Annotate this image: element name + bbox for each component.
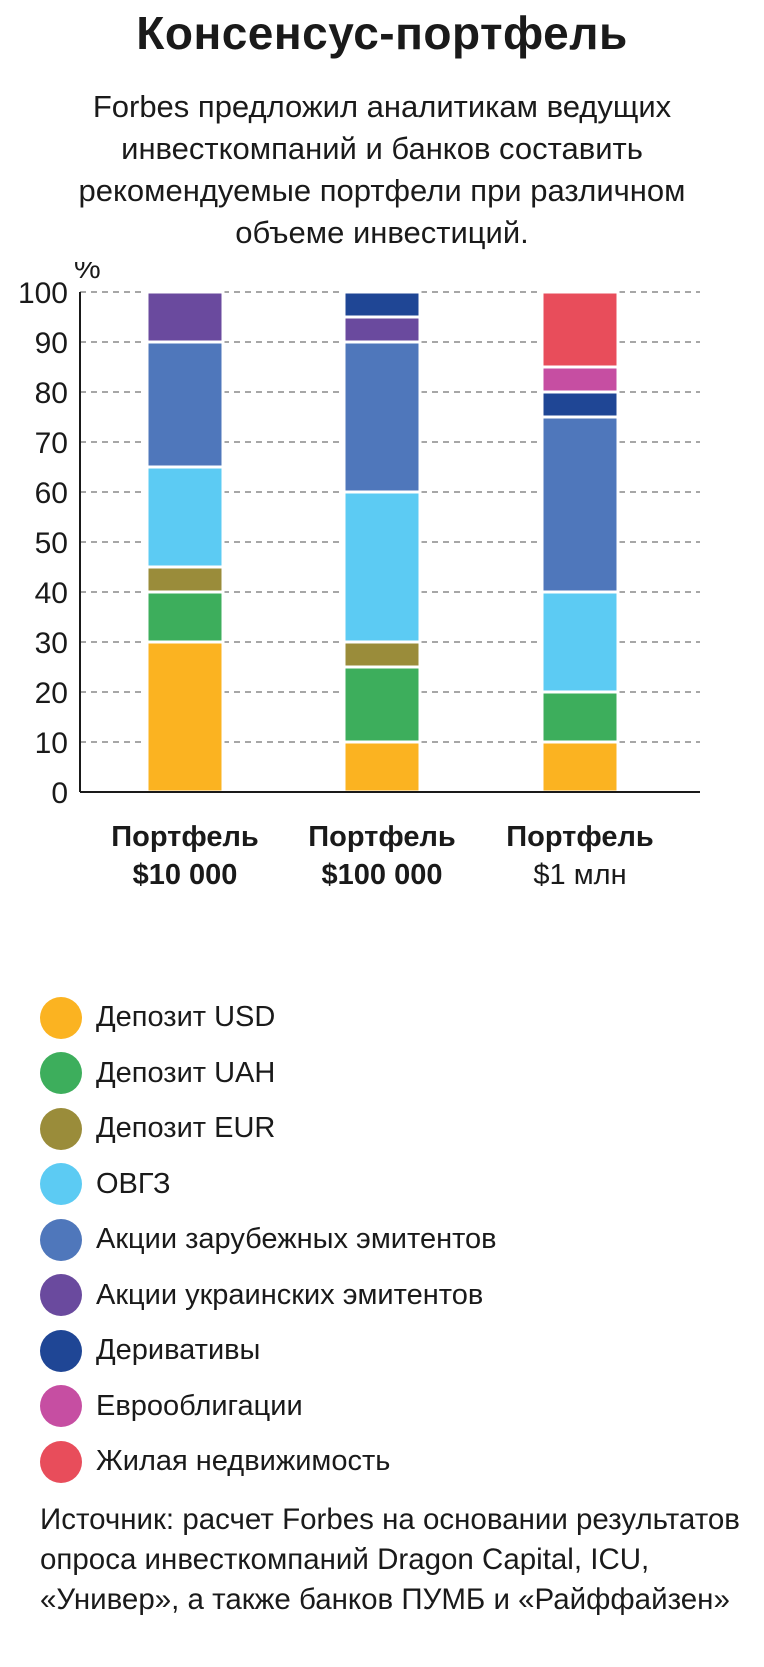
bar-segment [145, 465, 225, 569]
legend-item: ОВГЗ [40, 1157, 497, 1213]
legend: Депозит USD Депозит UAH Депозит EUR ОВГЗ Акц… [40, 990, 497, 1490]
legend-swatch [40, 1385, 82, 1428]
legend-item: Акции украинских эмитентов [40, 1268, 497, 1324]
bar-segment [540, 365, 620, 394]
bar-segment [145, 340, 225, 469]
y-tick-label: 60 [35, 477, 68, 510]
legend-swatch [40, 1052, 82, 1095]
bar-segment [540, 290, 620, 369]
bar-segment [342, 490, 422, 644]
bar-segment [342, 740, 422, 794]
legend-item: Депозит EUR [40, 1101, 497, 1157]
legend-label: Еврооблигации [96, 1389, 303, 1422]
bar-segment [540, 390, 620, 419]
legend-label: Деривативы [96, 1334, 261, 1367]
legend-swatch [40, 1329, 82, 1372]
legend-swatch [40, 1107, 82, 1150]
bar-segment [342, 640, 422, 669]
legend-item: Еврооблигации [40, 1379, 497, 1435]
bar-segment [342, 315, 422, 344]
bar-segment [145, 590, 225, 644]
legend-label: Депозит EUR [96, 1112, 276, 1145]
bar-segment [342, 665, 422, 744]
chart-subtitle: Forbes предложил аналитикам ведущих инве… [78, 89, 686, 250]
y-axis-label: % [74, 262, 101, 285]
x-tick-label: $1 млн [533, 859, 626, 891]
bar-segment [540, 590, 620, 694]
bar-segment [540, 415, 620, 594]
legend-item: Депозит USD [40, 990, 497, 1046]
source-note: Источник: расчет Forbes на основании рез… [40, 1503, 740, 1616]
bar-segment [145, 565, 225, 594]
x-tick-label: Портфель [308, 821, 455, 853]
y-tick-label: 40 [35, 577, 68, 610]
y-tick-label: 70 [35, 427, 68, 460]
y-tick-label: 20 [35, 677, 68, 710]
legend-label: Жилая недвижимость [96, 1445, 391, 1478]
y-tick-label: 30 [35, 627, 68, 660]
legend-label: Акции зарубежных эмитентов [96, 1223, 497, 1256]
y-tick-label: 90 [35, 327, 68, 360]
legend-label: Депозит USD [96, 1001, 276, 1034]
x-tick-label: Портфель [506, 821, 653, 853]
legend-swatch [40, 1218, 82, 1261]
legend-label: ОВГЗ [96, 1167, 171, 1200]
bar-segment [540, 690, 620, 744]
legend-swatch [40, 1163, 82, 1206]
legend-item: Жилая недвижимость [40, 1434, 497, 1490]
chart-title: Консенсус-портфель [136, 7, 628, 59]
y-tick-label: 0 [51, 777, 68, 810]
y-tick-label: 80 [35, 377, 68, 410]
y-tick-label: 50 [35, 527, 68, 560]
x-tick-label: $10 000 [133, 859, 238, 891]
x-tick-label: Портфель [111, 821, 258, 853]
legend-swatch [40, 996, 82, 1039]
y-tick-label: 100 [18, 277, 68, 310]
y-tick-label: 10 [35, 727, 68, 760]
legend-item: Акции зарубежных эмитентов [40, 1212, 497, 1268]
bar-segment [342, 340, 422, 494]
bar-segment [145, 640, 225, 794]
x-tick-label: $100 000 [322, 859, 443, 891]
legend-label: Акции украинских эмитентов [96, 1278, 484, 1311]
legend-swatch [40, 1274, 82, 1317]
stacked-bar-chart: 0 10 20 30 40 50 60 70 80 90 100% Портфель $10 000 По… [18, 262, 700, 891]
legend-swatch [40, 1440, 82, 1483]
legend-item: Деривативы [40, 1323, 497, 1379]
bar-segment [540, 740, 620, 794]
legend-label: Депозит UAH [96, 1056, 276, 1089]
bar-segment [342, 290, 422, 319]
legend-item: Депозит UAH [40, 1046, 497, 1102]
bar-segment [145, 290, 225, 344]
